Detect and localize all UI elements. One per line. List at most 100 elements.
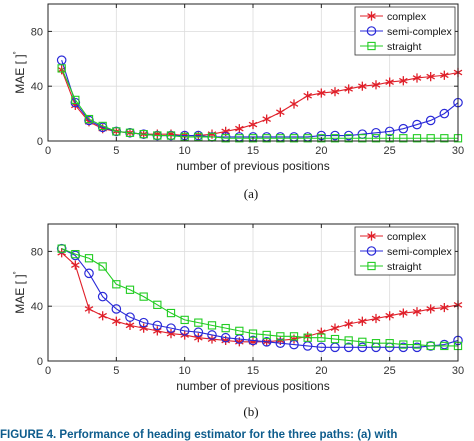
b-legend-label-complex: complex bbox=[387, 231, 427, 243]
b-point-straight-1 bbox=[57, 244, 66, 253]
a-point-complex-15 bbox=[248, 119, 258, 130]
a-point-complex-29 bbox=[440, 70, 449, 80]
b-point-straight-23 bbox=[358, 337, 367, 346]
b-xtick-label-1: 5 bbox=[113, 365, 119, 377]
a-xtick-label-1: 5 bbox=[113, 145, 119, 157]
b-point-straight-9 bbox=[166, 308, 176, 318]
chart-b: 0 5 10 15 20 25 30 0 40 80 number of previous posi… bbox=[12, 223, 464, 419]
a-legend-label-complex: complex bbox=[387, 11, 427, 23]
a-point-semi_complex-11 bbox=[193, 130, 204, 141]
b-point-straight-27 bbox=[412, 340, 422, 349]
b-ylabel: MAE [ ]° bbox=[12, 271, 27, 314]
b-point-semi_complex-23 bbox=[357, 342, 368, 353]
b-point-straight-22 bbox=[344, 336, 353, 345]
b-point-semi_complex-26 bbox=[398, 342, 409, 353]
a-ytick-label-1: 40 bbox=[31, 81, 43, 93]
a-point-complex-28 bbox=[426, 72, 435, 82]
b-point-semi_complex-10 bbox=[179, 326, 190, 336]
b-point-straight-7 bbox=[139, 292, 148, 301]
a-point-complex-16 bbox=[262, 114, 271, 124]
b-point-semi_complex-1 bbox=[56, 243, 67, 254]
a-point-semi_complex-29 bbox=[439, 108, 450, 119]
b-point-straight-10 bbox=[180, 315, 189, 325]
b-point-straight-17 bbox=[276, 332, 285, 341]
b-legend-marker-complex bbox=[367, 231, 376, 241]
a-point-straight-19 bbox=[303, 134, 312, 143]
b-point-complex-22 bbox=[344, 319, 353, 329]
a-point-straight-6 bbox=[125, 128, 135, 137]
b-point-straight-26 bbox=[399, 340, 408, 349]
b-point-semi_complex-27 bbox=[412, 342, 422, 353]
a-series-line-complex bbox=[61, 69, 459, 137]
a-ylabel: MAE [ ]° bbox=[12, 51, 27, 94]
a-point-semi_complex-26 bbox=[398, 123, 409, 134]
a-xtick-label-3: 15 bbox=[247, 145, 259, 157]
a-legend: complex semi-complex straight bbox=[354, 6, 456, 56]
a-xtick-label-0: 0 bbox=[45, 145, 51, 157]
a-point-straight-18 bbox=[289, 134, 299, 143]
b-point-straight-24 bbox=[371, 339, 381, 348]
a-xlabel: number of previous positions bbox=[176, 159, 329, 173]
a-point-straight-3 bbox=[84, 114, 94, 124]
b-point-complex-3 bbox=[84, 304, 94, 314]
b-point-complex-26 bbox=[399, 308, 408, 318]
a-point-semi_complex-3 bbox=[84, 115, 94, 126]
a-point-straight-29 bbox=[440, 134, 449, 143]
a-point-straight-1 bbox=[57, 64, 66, 73]
a-xtick-label-6: 30 bbox=[452, 145, 464, 157]
a-point-complex-22 bbox=[344, 84, 353, 94]
b-point-straight-6 bbox=[125, 285, 135, 294]
b-xlabel: number of previous positions bbox=[176, 379, 329, 393]
b-sublabel: (b) bbox=[243, 404, 258, 419]
a-point-straight-17 bbox=[276, 134, 285, 143]
a-point-straight-20 bbox=[317, 134, 326, 143]
a-point-straight-16 bbox=[262, 134, 271, 143]
a-point-complex-17 bbox=[276, 107, 285, 117]
a-point-semi_complex-27 bbox=[412, 119, 422, 130]
a-point-semi_complex-28 bbox=[425, 115, 436, 126]
b-legend: complex semi-complex straight bbox=[354, 226, 456, 276]
b-point-complex-29 bbox=[440, 302, 449, 313]
b-point-semi_complex-4 bbox=[97, 291, 108, 302]
b-point-straight-5 bbox=[112, 280, 121, 289]
b-point-semi_complex-5 bbox=[111, 304, 122, 314]
a-point-straight-24 bbox=[371, 134, 381, 143]
a-xtick-label-5: 25 bbox=[384, 145, 396, 157]
a-xtick-label-4: 20 bbox=[315, 145, 327, 157]
b-point-complex-27 bbox=[412, 307, 422, 317]
a-point-semi_complex-1 bbox=[56, 55, 67, 65]
b-point-straight-20 bbox=[317, 333, 326, 342]
b-point-complex-5 bbox=[112, 316, 121, 326]
a-ylabel-degree: ° bbox=[12, 51, 21, 54]
b-point-semi_complex-29 bbox=[439, 339, 450, 350]
a-sublabel: (a) bbox=[244, 186, 258, 201]
a-point-straight-23 bbox=[358, 134, 367, 143]
a-legend-label-semi_complex: semi-complex bbox=[387, 26, 453, 38]
a-point-straight-11 bbox=[194, 132, 203, 142]
a-point-semi_complex-22 bbox=[343, 130, 354, 141]
b-point-straight-13 bbox=[221, 323, 230, 333]
b-legend-label-semi_complex: semi-complex bbox=[387, 246, 453, 258]
a-legend-marker-complex bbox=[367, 11, 376, 21]
a-legend-marker-straight bbox=[367, 41, 376, 51]
a-point-straight-27 bbox=[412, 134, 422, 143]
a-point-straight-25 bbox=[385, 134, 394, 143]
b-point-semi_complex-13 bbox=[220, 332, 231, 343]
b-xtick-label-5: 25 bbox=[384, 365, 396, 377]
a-point-complex-27 bbox=[412, 73, 422, 83]
b-point-semi_complex-17 bbox=[275, 338, 286, 348]
a-point-straight-4 bbox=[98, 121, 107, 131]
a-point-straight-7 bbox=[139, 130, 148, 139]
a-point-straight-26 bbox=[399, 134, 408, 143]
a-point-straight-8 bbox=[153, 131, 162, 140]
b-point-straight-14 bbox=[235, 326, 244, 336]
a-point-straight-9 bbox=[166, 131, 176, 140]
b-ylabel-degree: ° bbox=[12, 271, 21, 274]
b-point-complex-21 bbox=[330, 323, 340, 333]
b-xtick-label-4: 20 bbox=[315, 365, 327, 377]
b-xtick-label-3: 15 bbox=[247, 365, 259, 377]
chart-a: 0 5 10 15 20 25 30 0 40 80 number of previous posi… bbox=[12, 3, 464, 201]
a-point-straight-28 bbox=[426, 134, 435, 143]
a-ytick-label-2: 80 bbox=[31, 26, 43, 38]
